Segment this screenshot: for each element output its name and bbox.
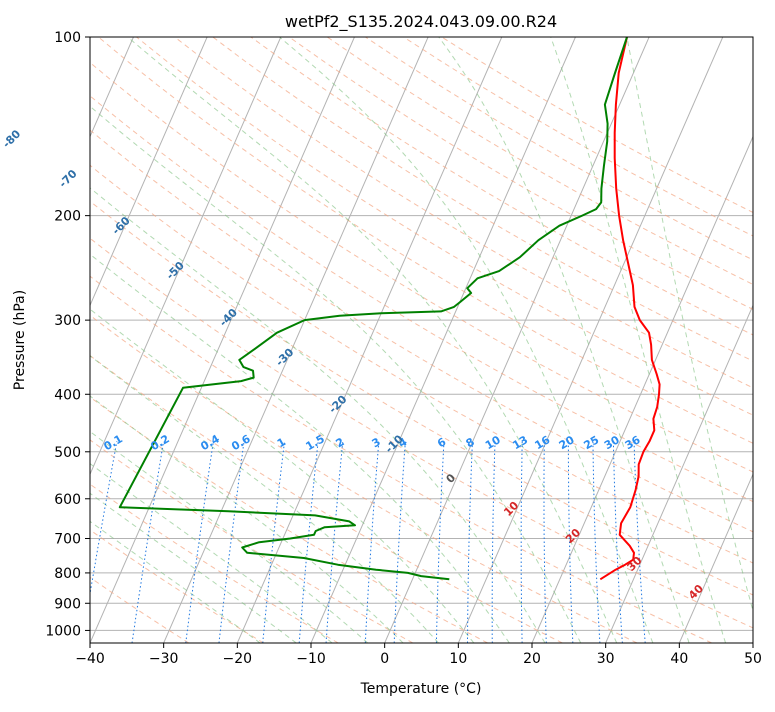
y-tick-label: 300 <box>54 313 81 329</box>
x-tick-label: 30 <box>597 651 615 667</box>
x-tick-label: −20 <box>223 651 253 667</box>
y-axis-label: Pressure (hPa) <box>12 290 28 390</box>
x-tick-label: 40 <box>670 651 688 667</box>
y-tick-label: 200 <box>54 209 81 225</box>
x-tick-label: 20 <box>523 651 541 667</box>
chart-title: wetPf2_S135.2024.043.09.00.R24 <box>285 12 557 32</box>
x-tick-label: −10 <box>296 651 326 667</box>
y-tick-label: 100 <box>54 30 81 46</box>
y-tick-label: 700 <box>54 532 81 548</box>
y-tick-label: 400 <box>54 387 81 403</box>
x-axis-label: Temperature (°C) <box>360 681 482 697</box>
y-tick-label: 800 <box>54 566 81 582</box>
y-tick-label: 900 <box>54 596 81 612</box>
x-tick-label: 0 <box>380 651 389 667</box>
y-tick-label: 600 <box>54 492 81 508</box>
x-tick-label: −40 <box>75 651 105 667</box>
y-tick-label: 500 <box>54 445 81 461</box>
x-tick-label: −30 <box>149 651 179 667</box>
x-tick-label: 10 <box>449 651 467 667</box>
x-tick-label: 50 <box>744 651 762 667</box>
y-tick-label: 1000 <box>45 623 81 639</box>
